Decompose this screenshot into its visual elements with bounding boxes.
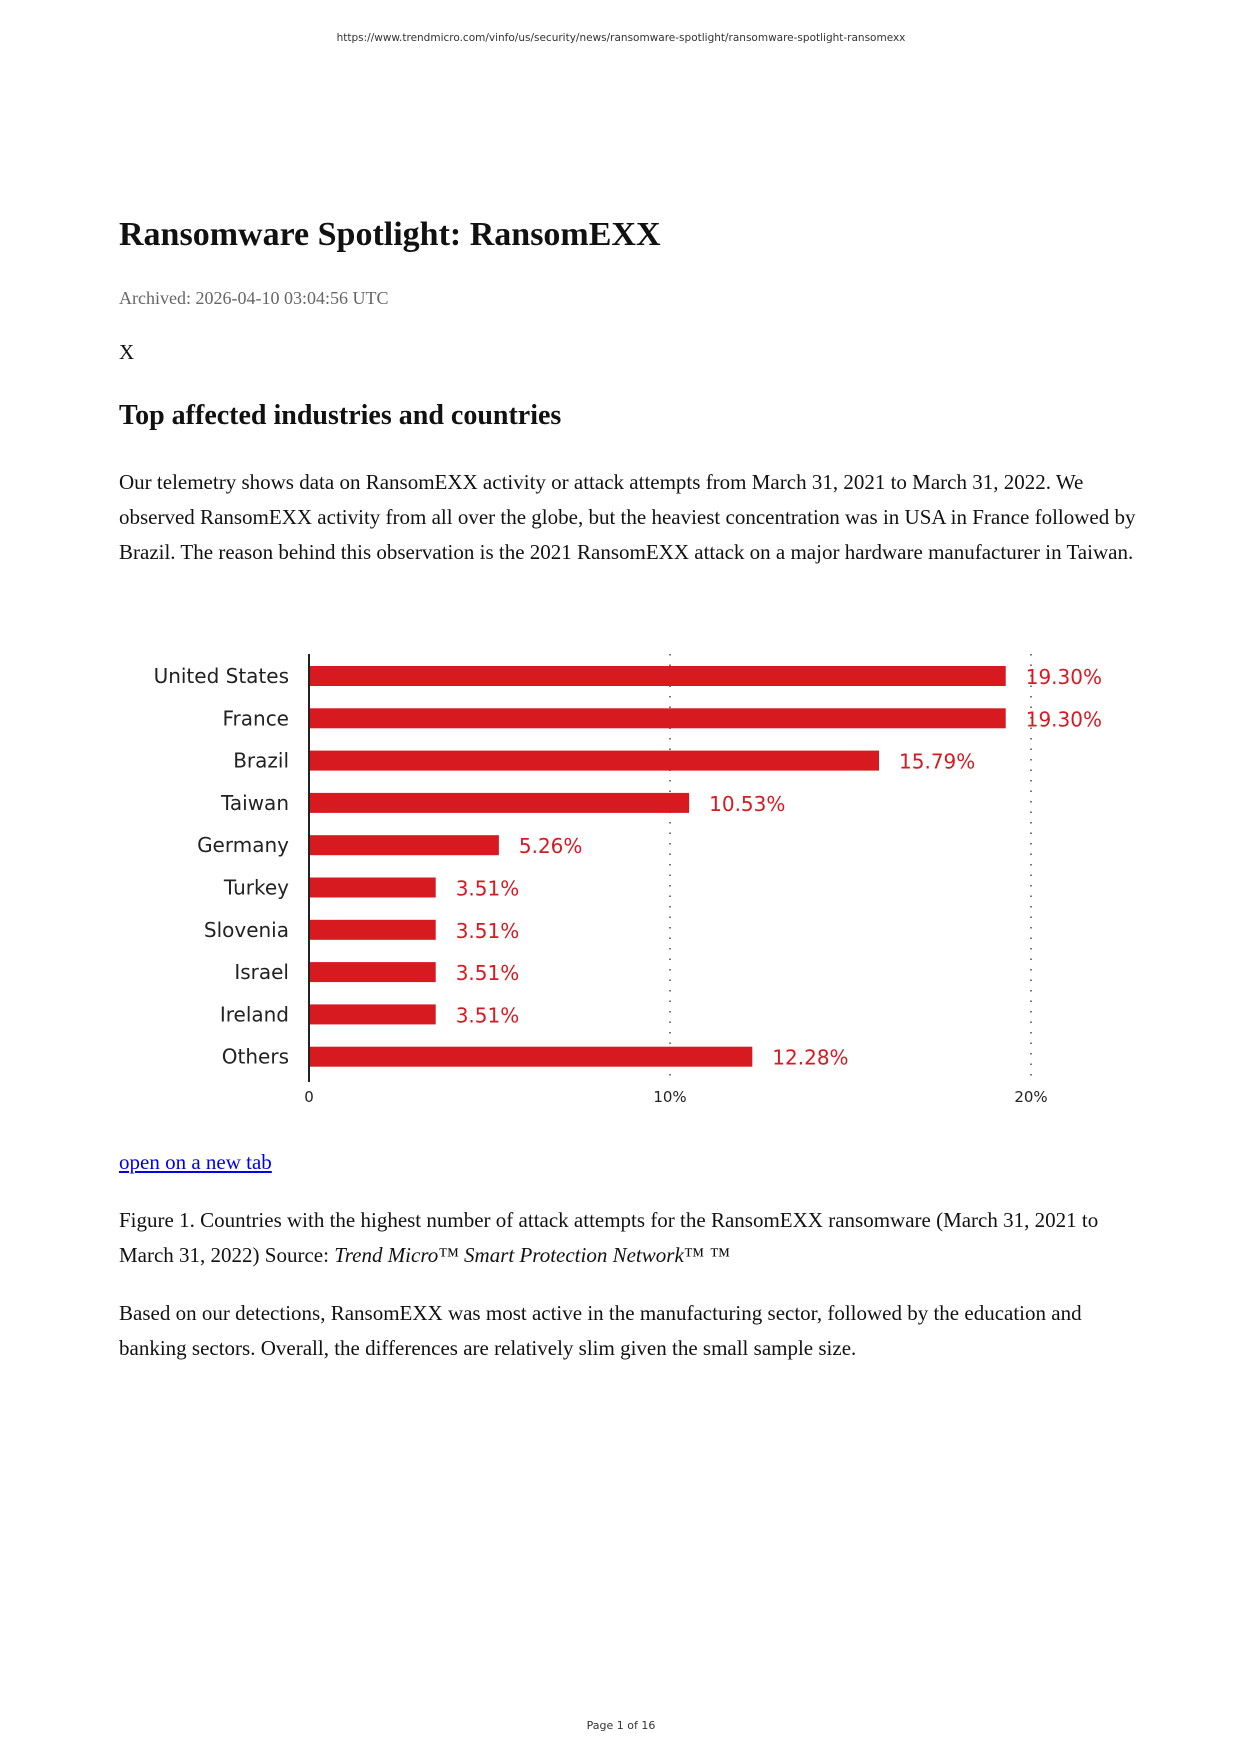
caption-text: Figure 1. Countries with the highest num… — [119, 1208, 1099, 1267]
data-label: 15.79% — [899, 750, 975, 774]
data-label: 19.30% — [1026, 707, 1102, 731]
data-label: 3.51% — [456, 961, 520, 985]
section-heading: Top affected industries and countries — [119, 400, 562, 431]
caption-source: Trend Micro™ Smart Protection Network — [334, 1243, 684, 1267]
data-label: 3.51% — [456, 1003, 520, 1027]
category-label: France — [222, 706, 289, 730]
figure-caption: Figure 1. Countries with the highest num… — [119, 1203, 1139, 1273]
intro-paragraph: Our telemetry shows data on RansomEXX ac… — [119, 470, 1136, 564]
page-title: Ransomware Spotlight: RansomEXX — [119, 216, 661, 253]
data-label: 3.51% — [456, 919, 520, 943]
bar — [309, 750, 880, 771]
category-label: Turkey — [223, 876, 289, 900]
bar — [309, 877, 436, 898]
category-label: Slovenia — [204, 918, 289, 942]
category-label: Others — [222, 1045, 289, 1069]
data-label: 3.51% — [456, 877, 520, 901]
data-label: 10.53% — [709, 792, 785, 816]
close-x-text: X — [119, 340, 135, 364]
archived-timestamp: Archived: 2026-04-10 03:04:56 UTC — [119, 288, 389, 308]
bar — [309, 1004, 436, 1025]
category-label: Taiwan — [220, 791, 289, 815]
countries-bar-chart: 0 10% 20% United States 19.30% France 19.30% Br… — [154, 654, 1102, 1106]
bar — [309, 835, 499, 856]
category-label: Brazil — [233, 749, 289, 773]
bar — [309, 708, 1006, 729]
bar — [309, 962, 436, 983]
data-label: 12.28% — [772, 1046, 848, 1070]
x-tick-label: 0 — [304, 1088, 314, 1106]
x-tick-label: 20% — [1014, 1088, 1047, 1106]
caption-tm: ™ ™ — [683, 1243, 731, 1267]
page-url: https://www.trendmicro.com/vinfo/us/secu… — [336, 32, 906, 44]
category-label: Germany — [197, 833, 289, 857]
page-number: Page 1 of 16 — [586, 1719, 656, 1732]
bar — [309, 666, 1006, 686]
bar — [309, 792, 690, 813]
x-tick-label: 10% — [653, 1088, 686, 1106]
category-label: Ireland — [220, 1002, 289, 1026]
category-label: United States — [154, 664, 289, 688]
industries-paragraph: Based on our detections, RansomEXX was m… — [119, 1301, 1082, 1360]
category-label: Israel — [234, 960, 289, 984]
bar — [309, 919, 436, 940]
open-new-tab-link[interactable]: open on a new tab — [119, 1150, 272, 1174]
link-container: open on a new tab — [119, 1145, 1139, 1180]
data-label: 5.26% — [519, 834, 583, 858]
data-label: 19.30% — [1026, 665, 1102, 689]
bar — [309, 1046, 753, 1067]
